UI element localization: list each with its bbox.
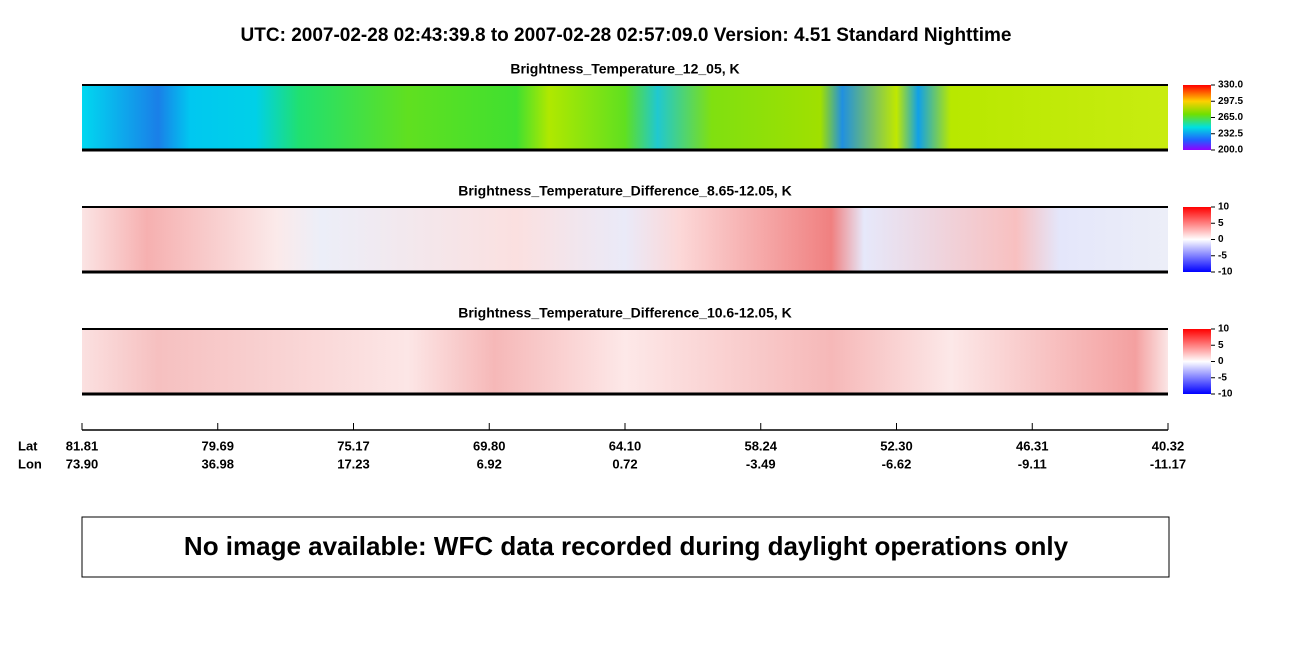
lat-tick-label: 58.24 [744,438,777,453]
lon-tick-label: -3.49 [746,456,776,471]
colorbar-label: 5 [1218,340,1224,351]
lon-tick-label: 73.90 [66,456,99,471]
colorbar-label: 265.0 [1218,112,1243,123]
lat-tick-label: 46.31 [1016,438,1049,453]
panel-image [82,85,1168,150]
lon-tick-label: -9.11 [1018,456,1047,471]
panel-title: Brightness_Temperature_12_05, K [510,61,739,77]
page-title: UTC: 2007-02-28 02:43:39.8 to 2007-02-28… [241,25,1012,46]
lat-tick-label: 75.17 [337,438,370,453]
lat-label: Lat [18,438,38,453]
colorbar-label: 0 [1218,356,1224,367]
lon-tick-label: 36.98 [201,456,234,471]
lat-tick-label: 64.10 [609,438,642,453]
lon-tick-label: 6.92 [477,456,502,471]
panel-image [82,329,1168,394]
lat-tick-label: 81.81 [66,438,99,453]
colorbar-label: 5 [1218,218,1224,229]
colorbar-label: 330.0 [1218,80,1243,91]
colorbar-label: 10 [1218,324,1230,335]
panel-title: Brightness_Temperature_Difference_10.6-1… [458,305,792,321]
panel-title: Brightness_Temperature_Difference_8.65-1… [458,183,792,199]
colorbar [1183,85,1211,150]
lat-tick-label: 52.30 [880,438,913,453]
colorbar [1183,207,1211,272]
lon-tick-label: 17.23 [337,456,370,471]
colorbar-label: -10 [1218,389,1233,400]
lon-label: Lon [18,456,42,471]
colorbar-label: 200.0 [1218,145,1243,156]
message-box [81,516,1170,578]
panel-image [82,207,1168,272]
colorbar-label: 297.5 [1218,96,1243,107]
lat-tick-label: 69.80 [473,438,506,453]
colorbar [1183,329,1211,394]
lon-tick-label: 0.72 [612,456,637,471]
colorbar-label: -5 [1218,372,1227,383]
message: No image available: WFC data recorded du… [184,531,1069,561]
lon-tick-label: -6.62 [882,456,912,471]
lon-tick-label: -11.17 [1150,456,1186,471]
colorbar-label: -10 [1218,267,1233,278]
colorbar-label: -5 [1218,250,1227,261]
colorbar-label: 232.5 [1218,128,1243,139]
colorbar-label: 0 [1218,234,1224,245]
lat-tick-label: 79.69 [201,438,234,453]
lat-tick-label: 40.32 [1152,438,1185,453]
colorbar-label: 10 [1218,202,1230,213]
